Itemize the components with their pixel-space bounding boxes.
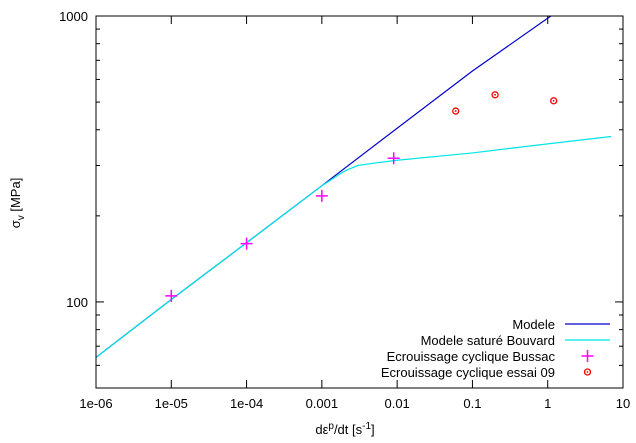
legend-label: Ecrouissage cyclique Bussac [387,349,556,364]
x-axis-label-end: ] [371,422,375,437]
x-tick-label: 10 [616,396,630,411]
data-point-circle [550,97,558,105]
x-tick-label: 1e-06 [79,396,112,411]
x-axis-label-superscript: p [328,421,334,432]
data-point-circle-dot [494,93,496,96]
data-point-plus [165,289,178,302]
plot-layer [96,16,612,358]
y-tick-label: 100 [66,295,88,310]
y-axis-label-rest: [MPa] [8,178,23,216]
x-tick-label: 1 [544,396,551,411]
legend-swatch-circle [583,368,592,376]
plot-frame [95,15,624,389]
x-axis-label-rest: /dt [s [334,422,363,437]
y-axis-label-subscript: v [16,215,27,220]
x-tick-label: 0.1 [463,396,481,411]
series-line-0 [96,16,552,358]
legend-label: Ecrouissage cyclique essai 09 [381,365,555,380]
x-tick-label: 0.01 [384,396,409,411]
x-axis-ticks: 1e-06 1e-05 1e-04 0.001 0.01 0.1 1 10 [79,16,630,411]
y-axis-label: σv [MPa] [8,178,27,229]
series-line-1 [96,135,612,358]
x-tick-label: 1e-05 [155,396,188,411]
x-axis-label-main: dε [315,422,328,437]
legend-label: Modele [512,317,555,332]
data-point-plus [240,237,253,250]
x-tick-label: 0.001 [306,396,339,411]
y-tick-label: 1000 [59,9,88,24]
data-point-circle-dot [552,99,555,102]
data-point-plus [387,152,400,165]
legend-label: Modele saturé Bouvard [421,333,555,348]
x-tick-label: 1e-04 [230,396,263,411]
legend-swatch-circle-dot [586,371,589,373]
data-point-circle [452,107,460,115]
data-point-circle-dot [454,110,457,112]
data-point-plus [315,189,328,202]
legend-swatch-plus [581,350,594,362]
y-axis-ticks: 100 1000 [59,9,623,389]
x-axis-label: dεp/dt [s-1] [315,421,374,437]
y-axis-label-main: σ [8,220,23,228]
data-point-circle [491,91,499,99]
x-axis-unit-superscript: -1 [362,421,371,432]
